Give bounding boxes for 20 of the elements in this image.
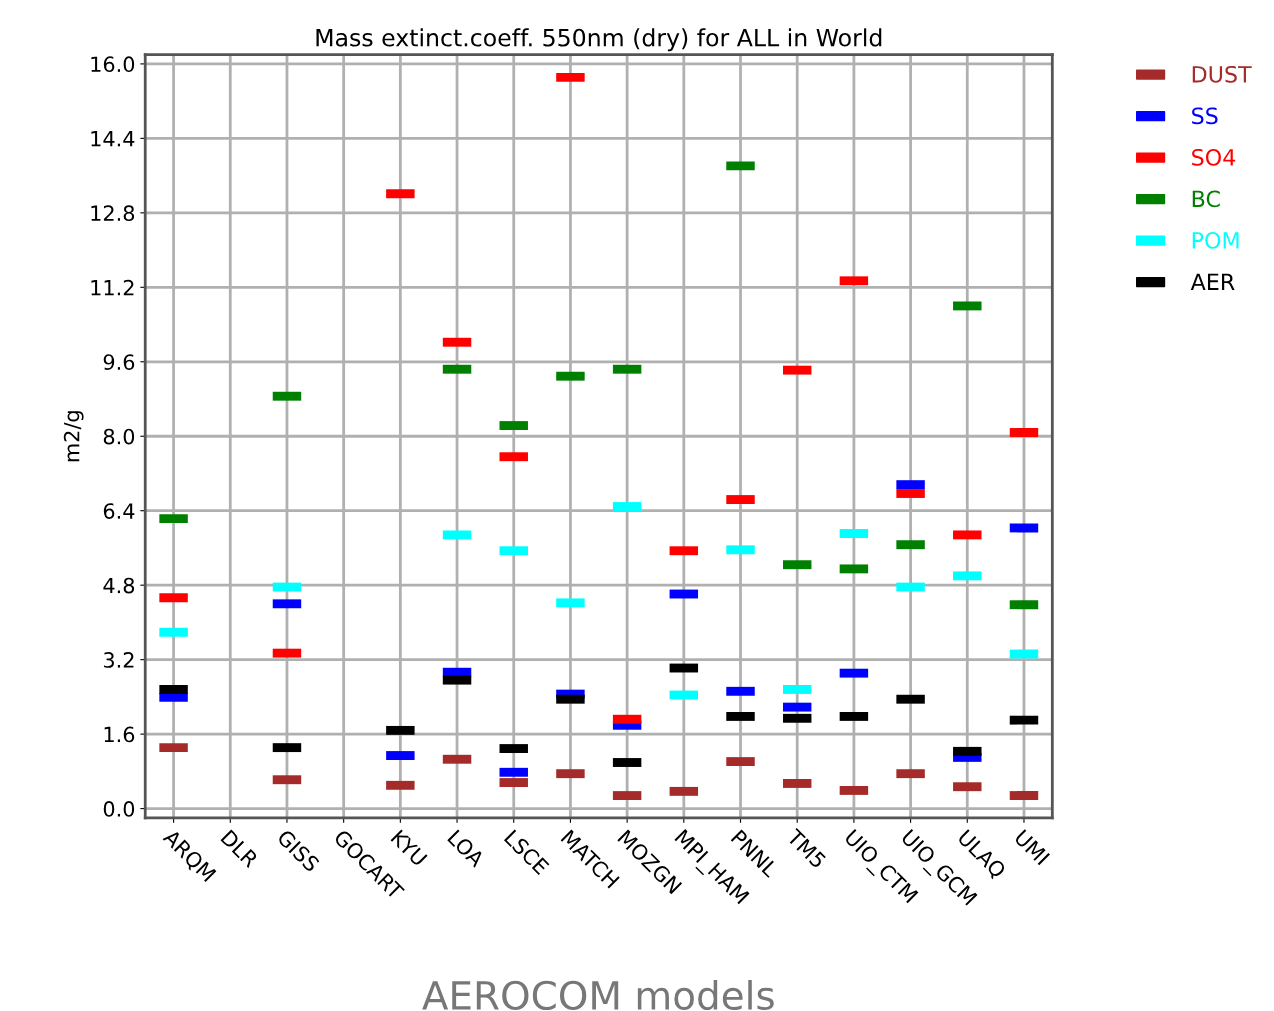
y-tick-label: 16.0 — [91, 56, 135, 73]
y-tick-label: 12.8 — [91, 205, 135, 222]
chart-title: Mass extinct.coeff. 550nm (dry) for ALL in World — [316, 28, 882, 52]
y-tick-label: 0.0 — [103, 801, 135, 817]
legend-label: POM — [1192, 231, 1239, 249]
y-tick-label: 1.6 — [104, 726, 135, 743]
y-tick-label: 3.2 — [103, 652, 134, 668]
y-tick-label: 4.8 — [103, 577, 135, 594]
y-tick-label: 11.2 — [91, 279, 134, 296]
legend-label: AER — [1190, 273, 1235, 290]
legend-label: SO4 — [1192, 148, 1236, 166]
y-axis-title: m2/g — [63, 411, 84, 462]
y-tick-label: 8.0 — [103, 428, 135, 445]
legend-label: DUST — [1192, 65, 1252, 83]
y-tick-label: 6.4 — [103, 503, 135, 519]
legend-label: BC — [1192, 190, 1220, 208]
x-axis-title: AEROCOM models — [422, 979, 774, 1011]
y-tick-label: 9.6 — [103, 354, 135, 370]
legend-label: SS — [1192, 107, 1218, 125]
y-tick-label: 14.4 — [91, 131, 135, 147]
